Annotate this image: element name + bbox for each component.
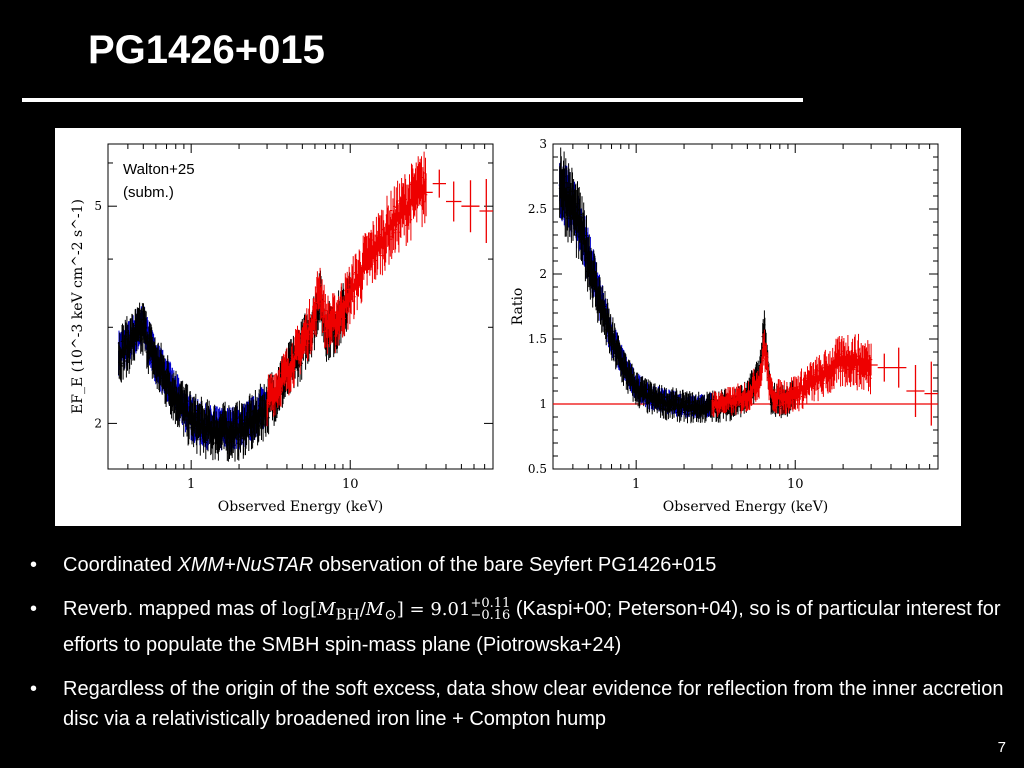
x-axis-label-right: Observed Energy (keV) [663, 499, 829, 515]
figure-panel: 1 10 2 5 Observed Energy (keV) EF_E (10^-3 ke… [55, 128, 961, 526]
bullet-text: Coordinated XMM+NuSTAR observation of th… [63, 554, 717, 576]
bullet-list: • Coordinated XMM+NuSTAR observation of … [30, 550, 1010, 748]
bullet-text: Reverb. mapped mas of log[MBH/M⊙] = 9.01… [63, 596, 1001, 656]
series-nustar-binned-left [418, 169, 493, 243]
y-tick-label-right: 2 [539, 267, 547, 281]
series-nustar-trace-left [266, 151, 428, 427]
series-nustar-trace-right [711, 329, 873, 418]
y-tick-label-right: 0.5 [528, 462, 547, 476]
y-tick-label-left: 5 [94, 199, 102, 213]
bullet-text: Regardless of the origin of the soft exc… [63, 677, 1004, 730]
y-axis-label-left: EF_E (10^-3 keV cm^-2 s^-1) [70, 199, 86, 414]
x-tick-label-left: 10 [342, 477, 359, 492]
series-nustar-left [266, 151, 493, 427]
figure-annotation-line2: (subm.) [123, 184, 174, 201]
series-nustar-right [711, 329, 938, 426]
slide-title: PG1426+015 [88, 28, 325, 72]
spectrum-figure: 1 10 2 5 Observed Energy (keV) EF_E (10^-3 ke… [70, 137, 939, 515]
y-tick-label-right: 1.5 [528, 332, 547, 346]
bullet-dot: • [30, 598, 38, 620]
series-nustar-binned-right [863, 347, 938, 426]
plot-frame-left [107, 143, 494, 470]
x-tick-label-right: 1 [632, 477, 640, 492]
bullet-dot: • [30, 554, 38, 576]
figure-annotation-line1: Walton+25 [123, 161, 195, 178]
x-axis-label-left: Observed Energy (keV) [218, 499, 384, 515]
bullet-item-mass: • Reverb. mapped mas of log[MBH/M⊙] = 9.… [30, 594, 1010, 660]
x-tick-label-right: 10 [787, 477, 804, 492]
x-tick-label-left: 1 [187, 477, 195, 492]
y-tick-label-right: 2.5 [528, 202, 547, 216]
y-tick-label-right: 3 [539, 137, 547, 151]
mass-equation: log[MBH/M⊙] = 9.01 +0.11 −0.16 [282, 596, 511, 624]
bullet-dot: • [30, 677, 38, 700]
title-rule [22, 98, 803, 102]
bullet-item-observation: • Coordinated XMM+NuSTAR observation of … [30, 550, 1010, 580]
page-number: 7 [997, 739, 1006, 756]
plot-frame-right [552, 143, 939, 470]
y-tick-label-left: 2 [94, 416, 102, 430]
bullet-item-reflection: • Regardless of the origin of the soft e… [30, 674, 1010, 734]
y-axis-label-right: Ratio [510, 288, 526, 326]
y-tick-label-right: 1 [539, 397, 547, 411]
